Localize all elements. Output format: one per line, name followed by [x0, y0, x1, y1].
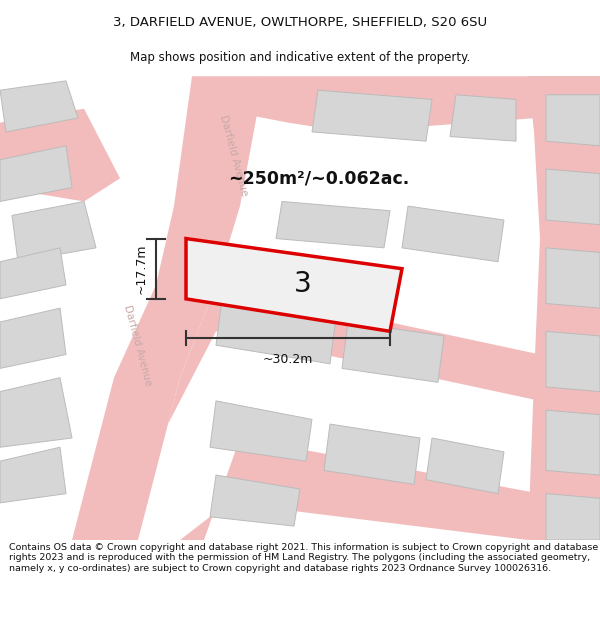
Polygon shape [546, 410, 600, 475]
Polygon shape [0, 378, 72, 448]
Text: Darfield Avenue: Darfield Avenue [218, 114, 250, 197]
Text: Map shows position and indicative extent of the property.: Map shows position and indicative extent… [130, 51, 470, 64]
Polygon shape [216, 299, 336, 364]
Polygon shape [72, 76, 264, 540]
Polygon shape [528, 76, 600, 540]
Polygon shape [324, 424, 420, 484]
Polygon shape [450, 95, 516, 141]
Polygon shape [186, 239, 402, 331]
Polygon shape [342, 322, 444, 382]
Polygon shape [138, 438, 540, 540]
Polygon shape [0, 448, 66, 503]
Polygon shape [546, 494, 600, 540]
Text: ~17.7m: ~17.7m [134, 244, 148, 294]
Text: ~30.2m: ~30.2m [263, 352, 313, 366]
Polygon shape [240, 76, 600, 132]
Polygon shape [426, 438, 504, 494]
Polygon shape [546, 95, 600, 146]
Polygon shape [0, 146, 72, 201]
Polygon shape [312, 90, 432, 141]
Polygon shape [210, 475, 300, 526]
Polygon shape [546, 331, 600, 392]
Polygon shape [546, 169, 600, 224]
Text: Darfield Avenue: Darfield Avenue [122, 304, 154, 387]
Polygon shape [0, 308, 66, 368]
Text: 3, DARFIELD AVENUE, OWLTHORPE, SHEFFIELD, S20 6SU: 3, DARFIELD AVENUE, OWLTHORPE, SHEFFIELD… [113, 16, 487, 29]
Text: Contains OS data © Crown copyright and database right 2021. This information is : Contains OS data © Crown copyright and d… [9, 543, 598, 572]
Polygon shape [402, 206, 504, 262]
Text: ~250m²/~0.062ac.: ~250m²/~0.062ac. [228, 169, 409, 187]
Text: 3: 3 [294, 271, 312, 298]
Polygon shape [0, 248, 66, 299]
Polygon shape [210, 401, 312, 461]
Polygon shape [546, 248, 600, 308]
Polygon shape [276, 201, 390, 248]
Polygon shape [12, 201, 96, 262]
Polygon shape [0, 81, 78, 132]
Polygon shape [0, 109, 120, 201]
Polygon shape [168, 285, 540, 424]
